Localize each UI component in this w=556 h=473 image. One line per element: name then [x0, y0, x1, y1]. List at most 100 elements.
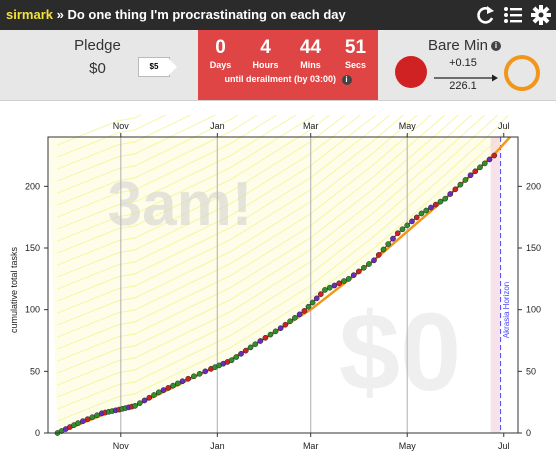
x-tick-label-top: Jul — [498, 121, 510, 131]
datapoint — [472, 168, 479, 175]
y-tick-label-right: 200 — [526, 181, 541, 191]
datapoint — [313, 295, 320, 302]
safety-ring-icon — [504, 55, 540, 91]
datapoint — [252, 341, 259, 348]
bare-min-label: Bare Min — [428, 37, 489, 54]
x-tick-label-top: Mar — [303, 121, 319, 131]
info-icon[interactable]: i — [491, 41, 502, 52]
datapoint — [399, 226, 406, 233]
x-tick-label-top: May — [399, 121, 417, 131]
lane-area — [48, 137, 511, 433]
datapoint — [366, 261, 372, 267]
gear-icon[interactable] — [530, 3, 552, 27]
chart-grid — [120, 137, 502, 433]
datapoint — [141, 397, 148, 404]
datapoint — [160, 387, 167, 393]
datapoint — [432, 201, 439, 208]
datapoint — [174, 380, 181, 387]
datapoint — [442, 195, 449, 202]
datapoint — [418, 210, 425, 217]
refresh-icon[interactable] — [474, 3, 496, 27]
datapoint — [371, 257, 377, 264]
y-tick-label-right: 0 — [526, 428, 531, 438]
top-bar: sirmark » Do one thing I'm procrastinati… — [0, 0, 556, 30]
datapoint — [390, 235, 396, 242]
datapoint — [287, 318, 293, 325]
x-tick-label: Jan — [210, 441, 225, 451]
datapoint — [404, 222, 411, 229]
datapoint — [170, 382, 176, 389]
datapoint — [84, 416, 91, 423]
plot-frame — [47, 136, 519, 434]
datapoint — [491, 152, 498, 159]
datapoint — [262, 334, 269, 341]
datapoint — [75, 420, 81, 426]
datapoint — [155, 389, 162, 396]
datapoint — [146, 394, 153, 401]
datapoint — [301, 308, 308, 314]
y-tick-label: 50 — [30, 366, 40, 376]
datapoint — [228, 357, 235, 364]
username-link[interactable]: sirmark — [6, 7, 53, 22]
pledge-box: Pledge $0 — [50, 37, 145, 77]
countdown-days: 0 Days — [201, 38, 241, 71]
datapoint — [361, 264, 367, 271]
datapoint — [136, 400, 143, 407]
y-tick-label-right: 150 — [526, 243, 541, 253]
y-tick-label-right: 50 — [526, 366, 536, 376]
datapoint — [132, 403, 138, 409]
datapoint — [94, 412, 100, 419]
y-tick-label: 100 — [25, 305, 40, 315]
countdown-unit: Secs — [344, 60, 367, 70]
datapoint — [452, 186, 459, 193]
datapoint — [309, 299, 316, 306]
countdown-unit: Days — [209, 60, 232, 70]
datapoint — [413, 214, 420, 221]
breadcrumb-separator: » — [52, 7, 68, 22]
countdown-value: 4 — [260, 37, 271, 58]
datapoint — [326, 284, 333, 291]
pledge-amount: $0 — [89, 60, 106, 77]
datapoint — [447, 191, 454, 197]
akrasia-horizon-label: Akrasia Horizon — [502, 282, 511, 338]
countdown-value: 44 — [299, 37, 322, 58]
datapoint — [423, 207, 430, 214]
y-tick-label: 0 — [35, 428, 40, 438]
next-pledge-tag[interactable]: $5 — [138, 57, 177, 77]
bare-min-total: 226.1 — [449, 80, 477, 92]
datapoint — [242, 347, 249, 354]
status-dot-icon — [395, 56, 427, 88]
countdown-mins: 44 Mins — [291, 37, 331, 71]
countdown-secs: 51 Secs — [336, 37, 376, 71]
datapoint — [341, 278, 347, 284]
bare-min-delta: +0.15 — [449, 57, 477, 69]
datapoint — [233, 354, 240, 360]
countdown-unit: Hours — [252, 60, 279, 70]
datapoint — [428, 204, 434, 211]
bare-min-title: Bare Min i — [428, 37, 502, 54]
y-tick-label: 150 — [25, 243, 40, 253]
top-bar-icons — [474, 3, 552, 27]
list-icon[interactable] — [502, 3, 524, 27]
datapoint — [305, 303, 312, 310]
countdown-value: 51 — [344, 37, 367, 58]
datapoint — [179, 378, 186, 385]
info-icon[interactable]: i — [341, 74, 352, 85]
x-tick-label: Nov — [113, 441, 130, 451]
datapoint — [437, 198, 444, 205]
pledge-label: Pledge — [74, 37, 121, 54]
watermark-time: 3am! — [108, 170, 253, 239]
today-band — [490, 137, 501, 433]
datapoint — [272, 328, 279, 335]
datapoint — [202, 368, 209, 375]
datapoint — [238, 350, 244, 357]
datapoint — [267, 331, 274, 338]
datapoint — [292, 314, 298, 321]
y-axis-label: cumulative total tasks — [9, 246, 19, 333]
datapoint — [277, 325, 284, 332]
datapoint — [375, 252, 382, 258]
watermark-pledge: $0 — [339, 291, 461, 414]
datapoint — [331, 282, 338, 289]
x-tick-label-top: Jan — [210, 121, 225, 131]
